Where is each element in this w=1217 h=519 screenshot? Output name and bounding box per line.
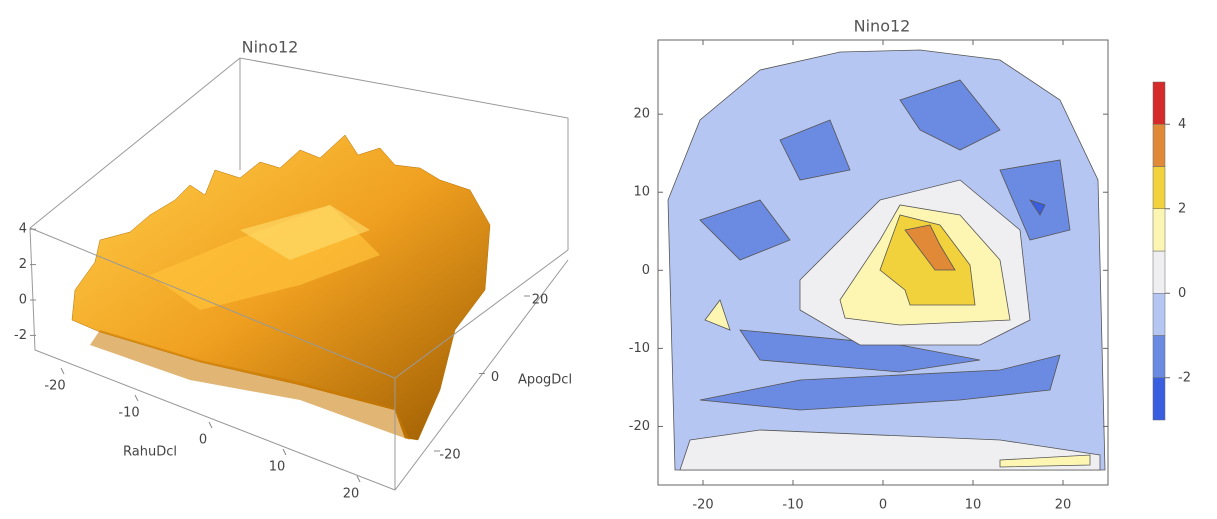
x-tick-label: 20 (1055, 498, 1072, 513)
contour-region (904, 224, 956, 271)
y-tick-label: 20 (532, 293, 549, 308)
colorbar-band (1152, 250, 1166, 294)
x-tick (356, 475, 361, 483)
surface-plot: Nino12 RahuDcl ApogDcl (29, 38, 572, 491)
chart-title: Nino12 (242, 38, 299, 57)
y-tick-label: 20 (633, 107, 650, 122)
contour-region (704, 299, 731, 331)
y-tick-label: 0 (491, 370, 499, 385)
x-tick (134, 394, 139, 402)
x-tick (60, 367, 65, 375)
y-tick-label: 10 (633, 185, 650, 200)
z-tick-label: 0 (19, 293, 27, 308)
x-tick-label: 10 (269, 460, 286, 475)
contour-region (899, 79, 1001, 151)
contour-region (999, 159, 1071, 241)
z-tick-label: 4 (19, 222, 27, 237)
contour-region (699, 199, 791, 261)
x-tick-label: -10 (782, 498, 803, 513)
chart-title: Nino12 (854, 17, 911, 36)
colorbar-tick-label: 0 (1178, 286, 1186, 301)
y-tick-label: -20 (439, 448, 460, 463)
y-tick-label: 0 (642, 263, 650, 278)
x-tick-label: 0 (199, 433, 207, 448)
x-tick (282, 448, 287, 456)
z-tick-label: 2 (19, 257, 27, 272)
surface-facet (240, 205, 370, 260)
x-tick-label: -20 (44, 379, 65, 394)
contour-region (999, 454, 1091, 468)
box-edge (29, 57, 569, 250)
contour-region (779, 119, 851, 181)
colorbar-band (1152, 124, 1166, 167)
contour-region (679, 429, 1101, 471)
x-axis-label: RahuDcl (123, 445, 177, 460)
colorbar-band (1152, 293, 1166, 336)
colorbar-tick-label: 2 (1178, 201, 1186, 216)
z-tick-label: -2 (14, 328, 27, 343)
colorbar-band (1152, 377, 1166, 421)
y-tick-label: -10 (629, 341, 650, 356)
colorbar-band (1152, 166, 1166, 209)
x-tick (208, 421, 213, 429)
colorbar-tick-label: -2 (1178, 370, 1191, 385)
surface-facet (90, 330, 410, 440)
contour-region (699, 354, 1061, 411)
colorbar-tick-label: 4 (1178, 117, 1186, 132)
x-tick-label: -20 (692, 498, 713, 513)
x-tick-label: 20 (343, 487, 360, 502)
y-tick-label: -20 (629, 419, 650, 434)
box-edge (29, 227, 569, 491)
contour-region (1029, 199, 1046, 216)
x-tick-label: 0 (879, 498, 887, 513)
x-tick-label: 10 (965, 498, 982, 513)
x-tick-label: -10 (118, 406, 139, 421)
y-axis-label: ApogDcl (518, 373, 572, 388)
colorbar-band (1152, 335, 1166, 378)
colorbar-band (1152, 208, 1166, 252)
colorbar-band (1152, 81, 1166, 125)
contour-plot (667, 49, 1106, 471)
